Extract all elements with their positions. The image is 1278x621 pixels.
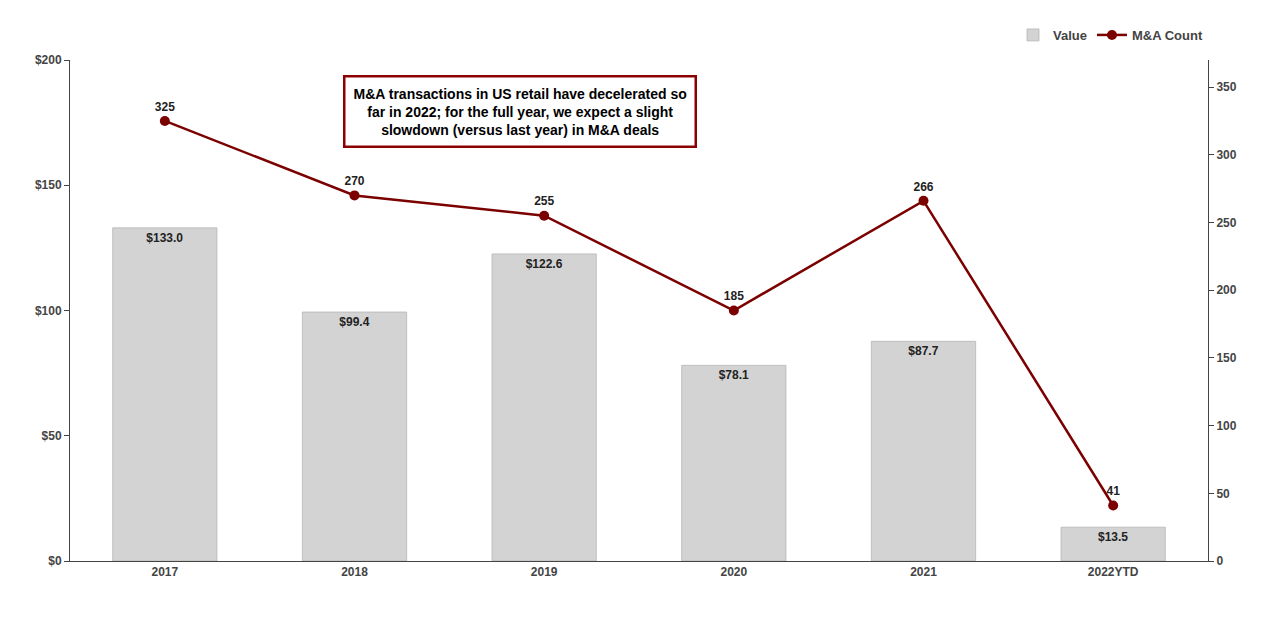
svg-text:M&A transactions in US retail: M&A transactions in US retail have decel… [354, 86, 687, 138]
svg-text:300: 300 [1216, 148, 1236, 162]
svg-text:185: 185 [724, 289, 744, 303]
svg-text:0: 0 [1216, 554, 1223, 568]
svg-text:2020: 2020 [720, 565, 747, 579]
svg-text:255: 255 [534, 194, 554, 208]
svg-text:41: 41 [1106, 484, 1120, 498]
svg-text:$100: $100 [35, 304, 62, 318]
svg-text:$133.0: $133.0 [146, 231, 183, 245]
svg-text:150: 150 [1216, 351, 1236, 365]
svg-text:$99.4: $99.4 [339, 315, 369, 329]
svg-text:M&A Count: M&A Count [1132, 28, 1203, 43]
svg-text:250: 250 [1216, 216, 1236, 230]
svg-text:$50: $50 [42, 429, 62, 443]
svg-text:$200: $200 [35, 53, 62, 67]
svg-text:50: 50 [1216, 487, 1230, 501]
svg-text:$78.1: $78.1 [719, 368, 749, 382]
svg-text:Value: Value [1053, 28, 1087, 43]
svg-text:266: 266 [913, 180, 933, 194]
svg-text:$150: $150 [35, 178, 62, 192]
svg-text:2018: 2018 [341, 565, 368, 579]
svg-text:2022YTD: 2022YTD [1088, 565, 1139, 579]
svg-text:$122.6: $122.6 [526, 257, 563, 271]
svg-text:100: 100 [1216, 419, 1236, 433]
svg-text:$13.5: $13.5 [1098, 530, 1128, 544]
svg-text:2017: 2017 [151, 565, 178, 579]
svg-text:350: 350 [1216, 80, 1236, 94]
svg-text:$0: $0 [48, 554, 62, 568]
svg-text:325: 325 [155, 100, 175, 114]
svg-text:$87.7: $87.7 [908, 344, 938, 358]
svg-text:2019: 2019 [531, 565, 558, 579]
svg-text:2021: 2021 [910, 565, 937, 579]
svg-text:270: 270 [344, 174, 364, 188]
svg-text:200: 200 [1216, 283, 1236, 297]
